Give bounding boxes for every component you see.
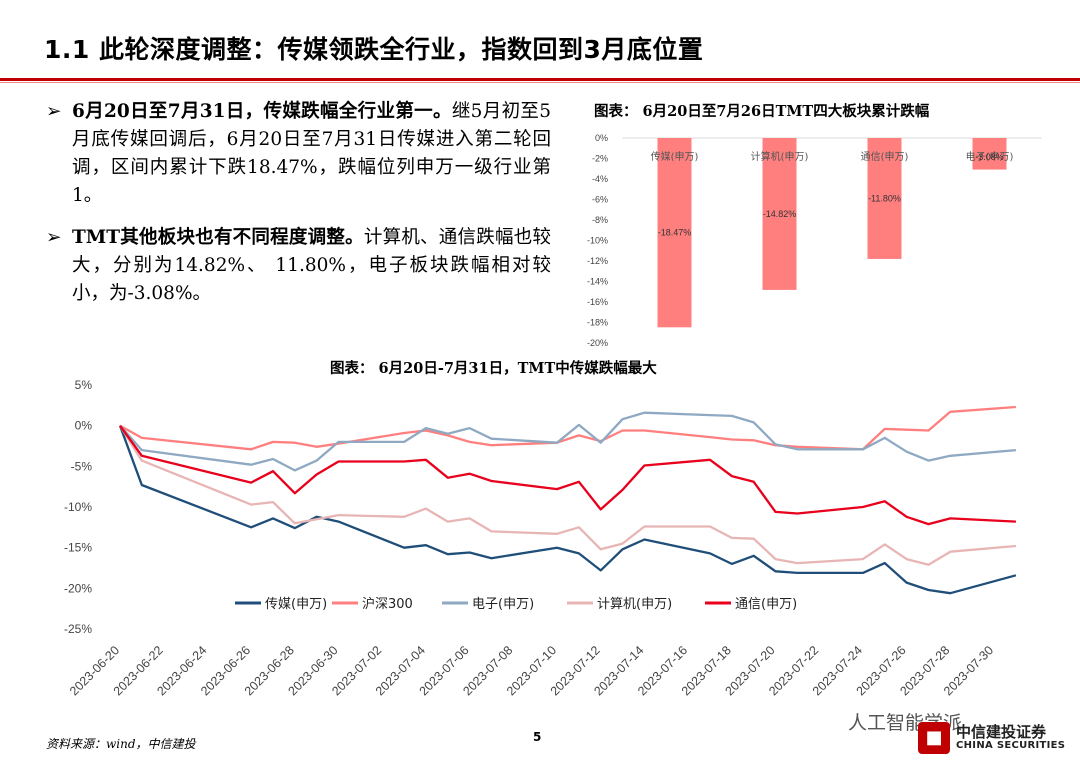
y-tick-label: -16% (587, 297, 608, 307)
category-label: 通信(申万) (861, 150, 909, 163)
bullet-heading: TMT其他板块也有不同程度调整。 (72, 227, 364, 248)
y-tick-label: -20% (587, 338, 608, 348)
y-tick-label: -15% (64, 541, 92, 555)
bullet-item: ➢ 6月20日至7月31日，传媒跌幅全行业第一。继5月初至5月底传媒回调后，6月… (46, 98, 551, 210)
legend-label: 计算机(申万) (597, 597, 672, 612)
y-tick-label: -10% (587, 236, 608, 246)
logo-name-en: CHINA SECURITIES (956, 740, 1066, 751)
y-tick-label: -8% (592, 215, 608, 225)
y-tick-label: -6% (592, 195, 608, 205)
logo-mark-icon: ■ (918, 722, 950, 754)
y-tick-label: -5% (71, 459, 93, 473)
y-tick-label: -14% (587, 277, 608, 287)
y-tick-label: 5% (75, 378, 93, 392)
legend-label: 沪深300 (362, 596, 413, 612)
data-label: -3.08% (975, 152, 1004, 162)
legend-label: 电子(申万) (472, 597, 534, 612)
arrow-bullet-icon: ➢ (46, 101, 62, 122)
bullet-heading: 6月20日至7月31日，传媒跌幅全行业第一。 (72, 101, 452, 122)
title-divider (0, 78, 1080, 81)
series-line (119, 425, 1016, 526)
legend-label: 传媒(申万) (265, 597, 327, 612)
y-tick-label: -20% (64, 581, 92, 595)
bar-chart: 0% -2% -4% -6% -8% -10% -12% -14% -16% -18% -20% 传媒… (587, 133, 1042, 348)
bullet-text: 计算机、通信跌幅也较大，分别为14.82%、 11.80%，电子板块跌幅相对较小… (72, 227, 551, 304)
source-note: 资料来源：wind，中信建投 (46, 737, 196, 751)
series-line (119, 405, 1016, 451)
series-line (118, 425, 1017, 595)
category-label: 计算机(申万) (751, 150, 809, 163)
company-logo: ■ 中信建投证券 CHINA SECURITIES (918, 722, 1068, 756)
data-label: -14.82% (763, 209, 797, 219)
y-tick-label: 0% (75, 419, 93, 433)
line-chart: 5%0%-5%-10%-15%-20%-25%2023-06-202023-06… (64, 378, 1017, 698)
y-tick-label: -25% (64, 622, 92, 636)
category-label: 电子(申万) (966, 150, 1014, 163)
y-tick-label: -18% (587, 318, 608, 328)
category-label: 传媒(申万) (651, 150, 699, 163)
page-number: 5 (533, 730, 542, 744)
y-tick-label: -10% (64, 500, 92, 514)
page-title: 1.1 此轮深度调整：传媒领跌全行业，指数回到3月底位置 (44, 35, 704, 64)
bar (657, 138, 692, 328)
y-tick-label: -2% (592, 154, 608, 164)
bar (867, 138, 902, 259)
data-label: -18.47% (658, 228, 692, 238)
data-label: -11.80% (868, 193, 901, 203)
legend-label: 通信(申万) (735, 597, 797, 612)
y-tick-label: 0% (595, 133, 608, 143)
bullet-text: 继5月初至5月底传媒回调后，6月20日至7月31日传媒进入第二轮回调，区间内累计… (72, 101, 551, 206)
arrow-bullet-icon: ➢ (46, 227, 62, 248)
y-tick-label: -12% (587, 256, 608, 266)
bullet-item: ➢ TMT其他板块也有不同程度调整。计算机、通信跌幅也较大，分别为14.82%、… (46, 224, 551, 308)
y-tick-label: -4% (592, 174, 608, 184)
series-line (119, 411, 1016, 472)
bar-chart-title: 图表： 6月20日至7月26日TMT四大板块累计跌幅 (594, 103, 930, 120)
bar (972, 138, 1007, 170)
line-chart-title: 图表： 6月20日-7月31日，TMT中传媒跌幅最大 (330, 360, 657, 377)
bullet-list: ➢ 6月20日至7月31日，传媒跌幅全行业第一。继5月初至5月底传媒回调后，6月… (46, 98, 551, 322)
title-divider-thin (0, 82, 1080, 83)
logo-name-cn: 中信建投证券 (956, 723, 1047, 741)
series-line (119, 425, 1016, 566)
bar (762, 138, 797, 290)
